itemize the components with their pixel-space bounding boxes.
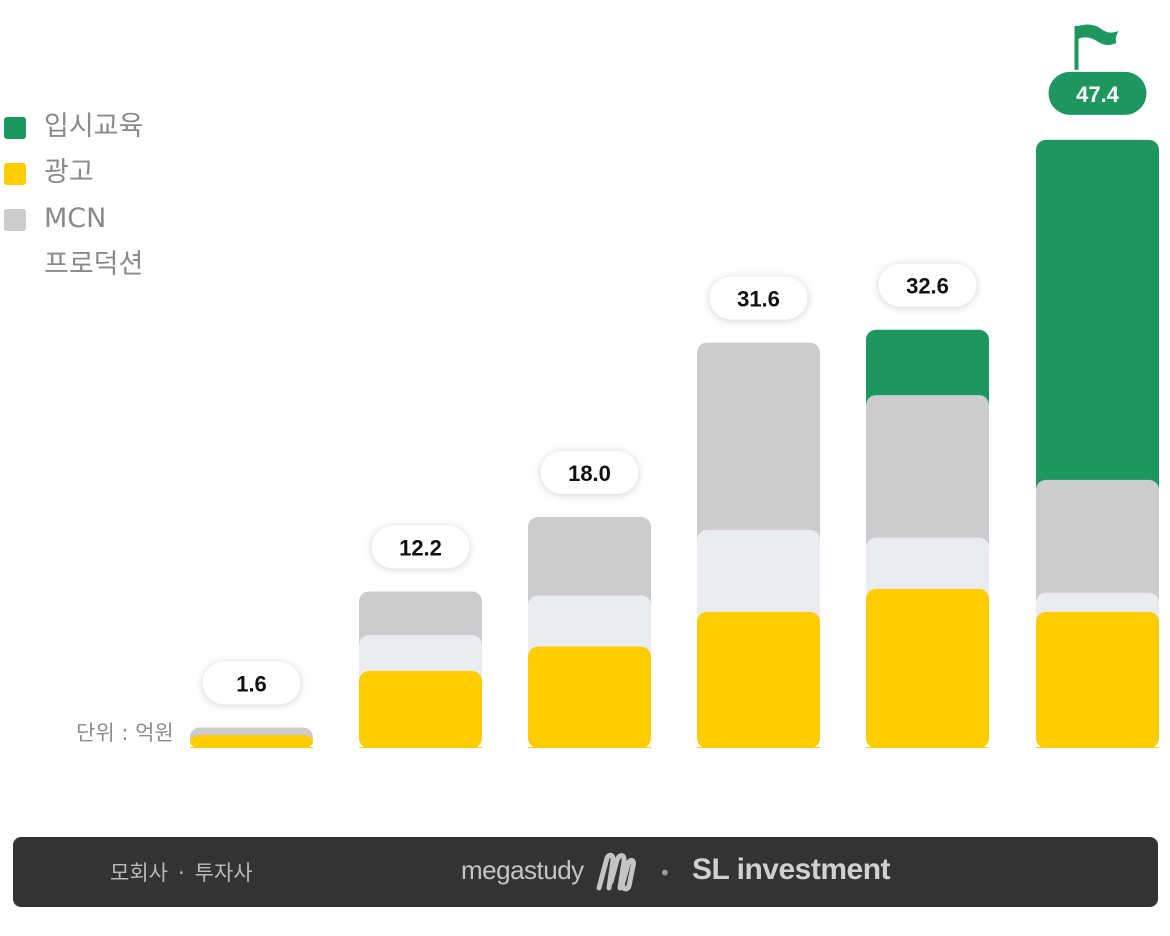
- total-label-pill-1: [371, 525, 470, 569]
- bar-base-5: [1036, 747, 1159, 748]
- legend-label-production: 프로덕션: [44, 249, 144, 280]
- total-label-pill-3: [709, 276, 808, 320]
- legend-swatch-admission: [4, 117, 26, 139]
- megastudy-logo-icon: [596, 852, 636, 892]
- total-label-3: 31.6: [737, 287, 780, 312]
- total-label-1: 12.2: [399, 535, 442, 560]
- sl-investment-logo-text: SL investment: [692, 853, 891, 886]
- investor-label: 투자사: [194, 861, 253, 885]
- bar-segment-5-0: [1036, 612, 1159, 748]
- legend-swatch-advertising: [4, 163, 26, 185]
- parent-company-label: 모회사: [110, 861, 168, 885]
- stacked-bar-chart: 1.6 12.2 18.0 31.6 32.6 47.4: [190, 24, 1159, 748]
- bar-base-3: [697, 747, 820, 748]
- legend-label-advertising: 광고: [44, 157, 94, 188]
- bar-base-0: [190, 747, 313, 748]
- legend-label-mcn: MCN: [44, 203, 107, 234]
- bar-segment-4-0: [866, 588, 989, 748]
- bar-base-1: [359, 747, 482, 748]
- total-label-0: 1.6: [236, 671, 267, 696]
- legend-swatch-mcn: [4, 209, 26, 231]
- total-label-2: 18.0: [568, 461, 611, 486]
- legend-label-admission: 입시교육: [44, 111, 144, 142]
- bar-segment-0-0: [190, 735, 313, 748]
- total-label-pill-2: [540, 451, 639, 495]
- footer-bar: 모회사 · 투자사 megastudy • SL investment: [13, 837, 1158, 907]
- flag-icon: [1078, 24, 1119, 45]
- footer-separator: •: [659, 861, 671, 885]
- unit-label: 단위 : 억원: [76, 721, 174, 745]
- total-label-pill-0: [202, 661, 301, 705]
- footer-dot: ·: [177, 861, 185, 885]
- megastudy-logo-text: megastudy: [461, 855, 584, 885]
- total-label-pill-5: [1048, 71, 1147, 115]
- bar-base-2: [528, 747, 651, 748]
- bar-segment-1-0: [359, 671, 482, 748]
- total-label-pill-4: [878, 263, 977, 307]
- bar-segment-2-0: [528, 646, 651, 748]
- bar-segment-3-0: [697, 612, 820, 748]
- total-label-5: 47.4: [1076, 82, 1120, 107]
- footer-caption: 모회사 · 투자사: [110, 857, 253, 887]
- total-label-4: 32.6: [906, 274, 949, 299]
- bar-base-4: [866, 747, 989, 748]
